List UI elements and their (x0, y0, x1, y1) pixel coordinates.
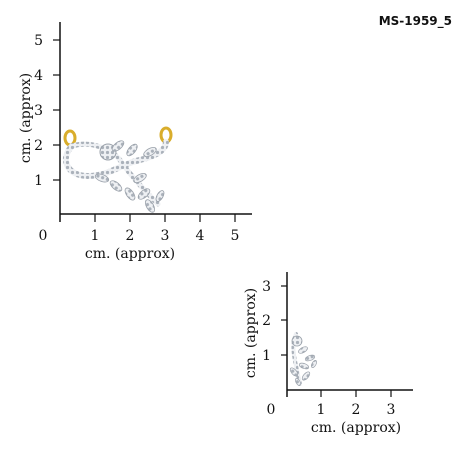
large-scale-chart: 1 2 3 4 5 0 1 2 3 4 5 cm. (approx) cm. (… (18, 22, 252, 262)
small-x-tick-label: 2 (352, 402, 361, 418)
small-y-tick-label: 2 (262, 313, 271, 329)
small-y-tick-label: 1 (262, 348, 271, 364)
product-code: MS-1959_5 (378, 14, 452, 28)
small-scale-chart: 1 2 3 0 1 2 3 cm. (approx) cm. (approx) (243, 272, 413, 436)
large-x-tick-label: 4 (196, 228, 205, 244)
small-x-axis-label: cm. (approx) (311, 420, 401, 436)
small-x-tick-label: 1 (317, 402, 326, 418)
large-x-tick-label: 5 (231, 228, 240, 244)
large-y-tick-label: 5 (34, 33, 43, 49)
large-y-tick-label: 1 (34, 173, 43, 189)
small-origin-label: 0 (267, 402, 276, 418)
pendant-small-image (289, 332, 317, 386)
large-x-tick-label: 2 (126, 228, 135, 244)
large-x-tick-label: 1 (91, 228, 100, 244)
small-x-tick-label: 3 (387, 402, 396, 418)
large-x-tick-label: 3 (161, 228, 170, 244)
large-x-axis-label: cm. (approx) (85, 246, 175, 262)
large-y-axis-label: cm. (approx) (18, 73, 34, 163)
large-origin-label: 0 (39, 228, 48, 244)
small-y-tick-label: 3 (262, 279, 271, 295)
small-y-axis-label: cm. (approx) (243, 288, 259, 378)
large-y-tick-label: 2 (34, 138, 43, 154)
large-y-tick-label: 4 (34, 68, 43, 84)
large-y-tick-label: 3 (34, 103, 43, 119)
pendant-large-image (62, 126, 173, 213)
